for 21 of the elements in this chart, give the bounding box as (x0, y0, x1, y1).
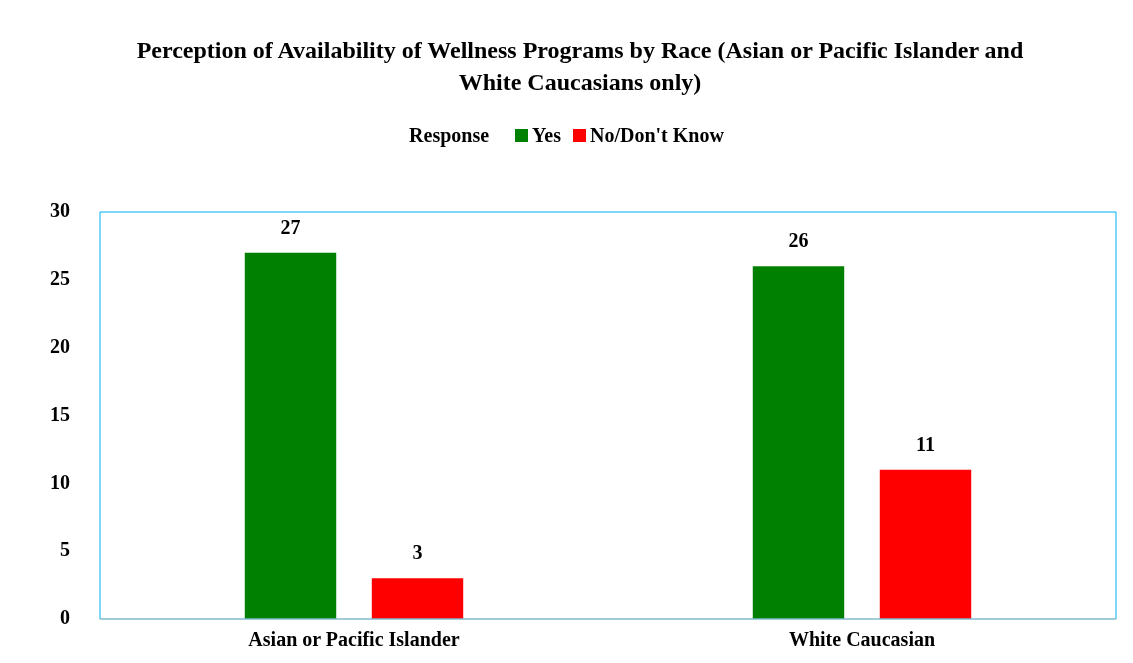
legend-title: Response (409, 124, 490, 146)
data-label: 3 (412, 541, 423, 564)
x-tick-label: Asian or Pacific Islander (248, 628, 460, 651)
bar (752, 266, 845, 619)
x-tick-label: White Caucasian (788, 628, 936, 651)
y-tick-label: 15 (50, 402, 70, 425)
data-label: 26 (788, 229, 809, 252)
y-tick-label: 25 (50, 267, 70, 290)
legend-label: No/Don't Know (590, 124, 724, 146)
y-tick-label: 20 (50, 334, 70, 357)
bar (879, 469, 972, 619)
data-label: 27 (280, 215, 301, 238)
legend-label: Yes (532, 124, 561, 146)
y-tick-label: 30 (50, 199, 70, 222)
bar (371, 578, 464, 619)
y-tick-label: 5 (60, 538, 70, 561)
data-label: 11 (916, 432, 935, 455)
y-tick-label: 10 (50, 470, 70, 493)
bar (244, 252, 337, 619)
y-tick-label: 0 (60, 606, 70, 629)
chart-title: Perception of Availability of Wellness Programs by Race (Asian or Pacific Islander and White Caucasians only) (135, 36, 1025, 97)
